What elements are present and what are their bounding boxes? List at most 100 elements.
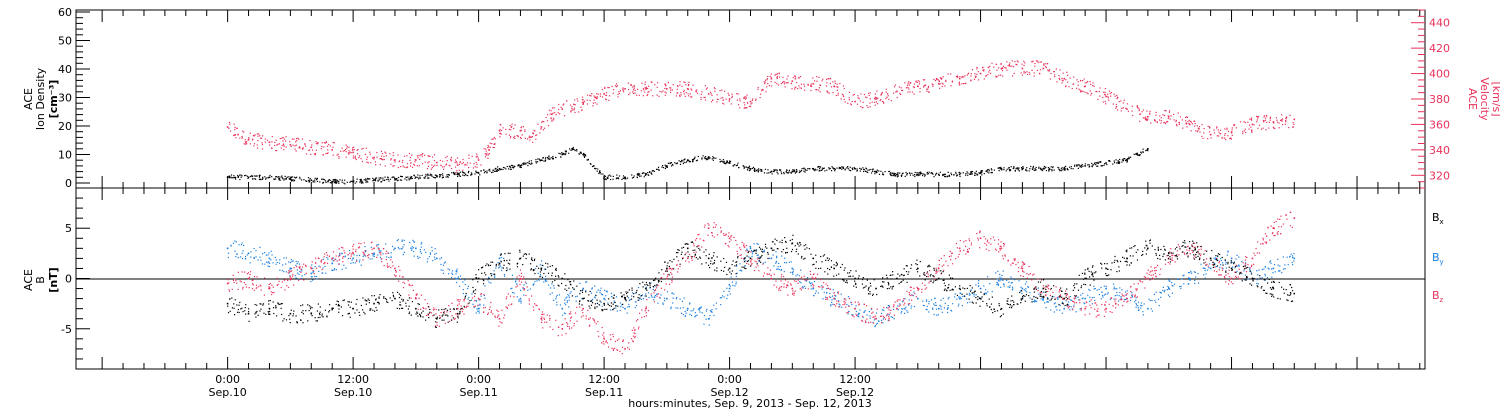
bz-sample bbox=[807, 288, 809, 290]
bz-sample bbox=[909, 294, 911, 297]
density-sample bbox=[1014, 170, 1016, 172]
density-sample bbox=[849, 166, 851, 168]
bz-sample bbox=[610, 338, 612, 341]
density-sample bbox=[1082, 165, 1084, 167]
bz-sample bbox=[880, 322, 883, 324]
by-sample bbox=[1258, 269, 1260, 271]
bz-sample bbox=[775, 280, 777, 282]
by-sample bbox=[487, 279, 489, 281]
bz-sample bbox=[635, 320, 638, 322]
by-sample bbox=[380, 250, 382, 252]
velocity-sample bbox=[1080, 90, 1083, 92]
bz-sample bbox=[523, 288, 526, 290]
density-sample bbox=[438, 174, 441, 176]
by-sample bbox=[700, 306, 702, 308]
bz-sample bbox=[453, 318, 455, 320]
velocity-sample bbox=[256, 144, 258, 146]
velocity-sample bbox=[454, 159, 457, 161]
density-sample bbox=[790, 172, 792, 174]
velocity-sample bbox=[851, 100, 853, 103]
density-sample bbox=[439, 174, 441, 176]
density-sample bbox=[386, 178, 388, 181]
bz-sample bbox=[388, 265, 390, 267]
velocity-sample bbox=[1140, 113, 1142, 115]
velocity-sample bbox=[485, 148, 487, 150]
by-sample bbox=[590, 292, 593, 294]
by-sample bbox=[1061, 312, 1063, 314]
density-sample bbox=[477, 171, 479, 173]
density-sample bbox=[382, 179, 384, 181]
by-sample bbox=[1025, 290, 1027, 292]
by-sample bbox=[756, 254, 758, 256]
density-sample bbox=[419, 177, 421, 179]
velocity-sample bbox=[676, 92, 678, 94]
bz-sample bbox=[477, 304, 479, 306]
density-sample bbox=[1137, 154, 1139, 156]
velocity-sample bbox=[572, 103, 575, 105]
velocity-sample bbox=[907, 82, 909, 84]
bz-sample bbox=[480, 293, 483, 295]
velocity-sample bbox=[764, 83, 766, 85]
density-sample bbox=[854, 167, 856, 170]
velocity-sample bbox=[509, 137, 511, 139]
by-sample bbox=[939, 304, 941, 306]
by-sample bbox=[715, 302, 717, 304]
velocity-sample bbox=[233, 134, 236, 136]
density-sample bbox=[427, 177, 429, 179]
velocity-sample bbox=[918, 83, 921, 85]
velocity-sample bbox=[1144, 119, 1147, 121]
density-sample bbox=[640, 175, 642, 177]
by-sample bbox=[997, 283, 1000, 285]
velocity-sample bbox=[381, 158, 383, 160]
bz-sample bbox=[767, 267, 769, 269]
velocity-sample bbox=[850, 104, 852, 106]
velocity-sample bbox=[570, 111, 572, 113]
velocity-sample bbox=[782, 82, 784, 84]
density-sample bbox=[657, 166, 660, 168]
velocity-sample bbox=[689, 93, 691, 95]
density-sample bbox=[894, 173, 896, 175]
by-sample bbox=[701, 312, 703, 314]
velocity-sample bbox=[281, 144, 283, 147]
bz-sample bbox=[671, 273, 673, 275]
density-sample bbox=[254, 178, 256, 180]
density-sample bbox=[586, 159, 588, 161]
bz-sample bbox=[532, 306, 534, 308]
velocity-sample bbox=[1149, 110, 1151, 112]
density-sample bbox=[704, 158, 706, 160]
density-sample bbox=[453, 172, 455, 174]
by-sample bbox=[726, 297, 728, 300]
bz-sample bbox=[458, 313, 461, 315]
density-sample bbox=[308, 181, 310, 183]
by-sample bbox=[1261, 277, 1263, 279]
bz-sample bbox=[240, 281, 242, 283]
by-sample bbox=[875, 312, 878, 314]
density-sample bbox=[766, 172, 768, 174]
density-sample bbox=[822, 167, 825, 170]
velocity-sample bbox=[1208, 126, 1211, 128]
velocity-sample bbox=[896, 96, 898, 99]
density-sample bbox=[960, 172, 962, 174]
density-sample bbox=[747, 169, 749, 171]
density-sample bbox=[923, 173, 925, 175]
density-point bbox=[1126, 159, 1128, 161]
by-sample bbox=[670, 307, 672, 310]
by-sample bbox=[448, 273, 450, 275]
density-sample bbox=[349, 181, 351, 183]
density-sample bbox=[806, 169, 808, 171]
bz-sample bbox=[528, 298, 530, 300]
velocity-sample bbox=[783, 83, 786, 85]
velocity-sample bbox=[830, 86, 833, 88]
velocity-sample bbox=[1149, 112, 1151, 114]
bz-sample bbox=[338, 248, 340, 250]
velocity-sample bbox=[1167, 115, 1169, 117]
by-sample bbox=[512, 291, 514, 294]
by-sample bbox=[797, 278, 799, 281]
velocity-sample bbox=[1221, 137, 1223, 139]
velocity-sample bbox=[291, 138, 293, 140]
velocity-sample bbox=[907, 91, 909, 93]
bz-sample bbox=[936, 271, 938, 273]
velocity-sample bbox=[573, 107, 576, 109]
velocity-sample bbox=[827, 91, 829, 94]
velocity-sample bbox=[1012, 66, 1015, 68]
